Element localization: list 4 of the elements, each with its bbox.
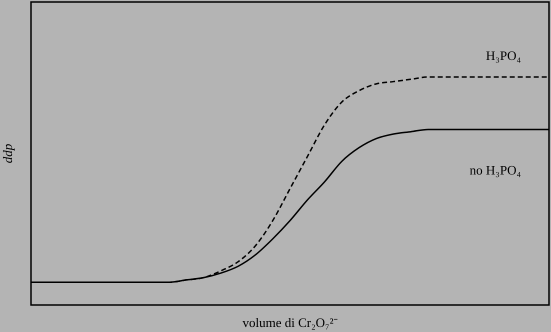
text: no H₃PO₄ — [470, 162, 522, 178]
series-label: H₃PO₄ — [486, 48, 522, 63]
x-axis-title: volume di Cr₂O₇²⁻ — [242, 315, 338, 330]
y-axis-title: ddp — [0, 143, 15, 164]
